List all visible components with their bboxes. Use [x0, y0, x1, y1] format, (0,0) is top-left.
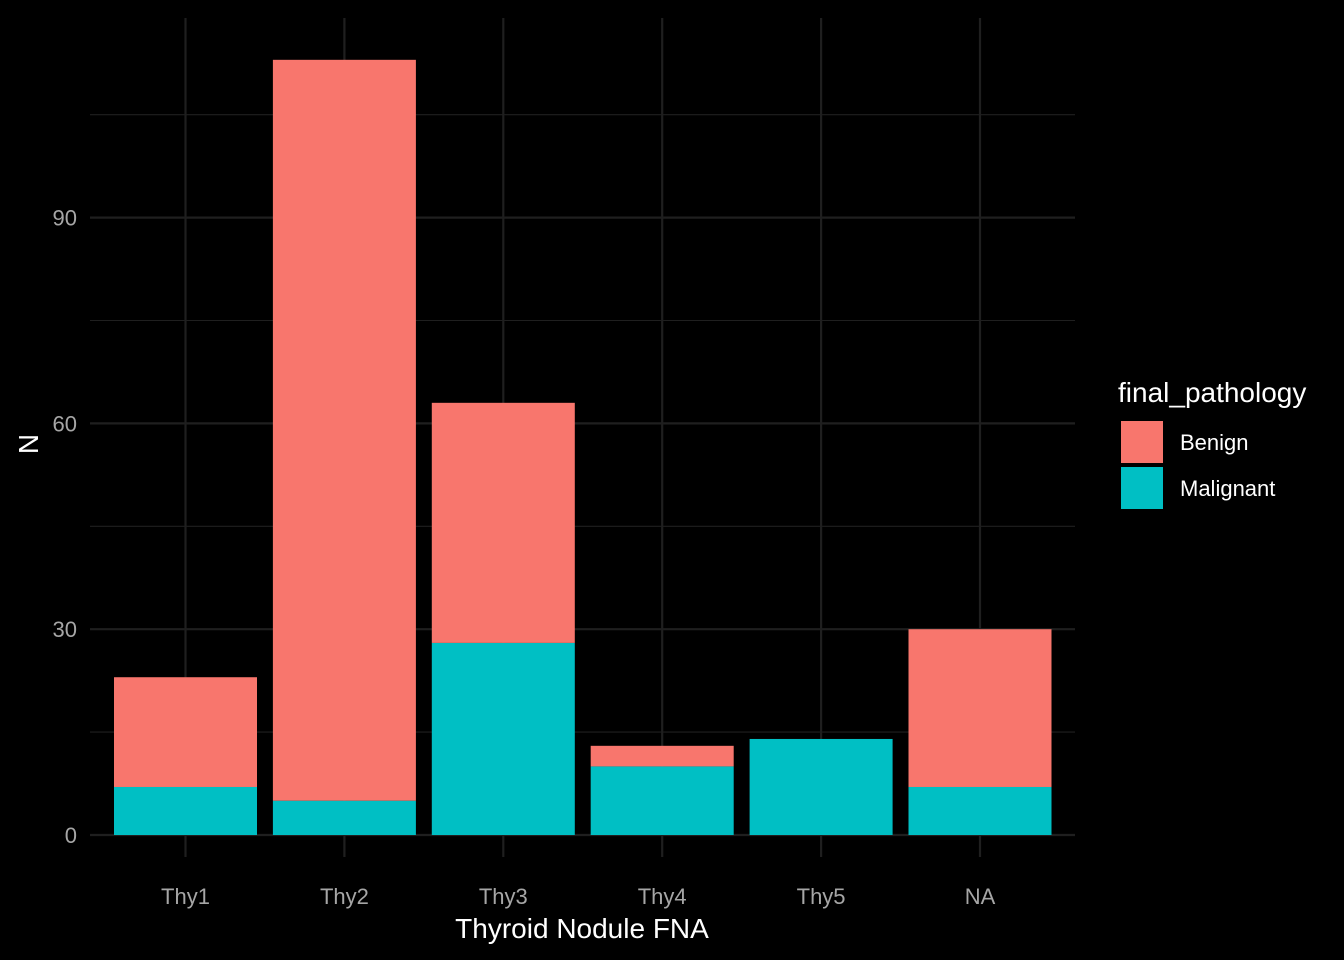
- x-tick-label: Thy1: [161, 884, 210, 909]
- y-tick-label: 0: [65, 823, 77, 848]
- bar-malignant-thy5: [749, 738, 893, 835]
- bar-malignant-thy3: [431, 642, 575, 835]
- y-axis-title: N: [13, 434, 44, 454]
- x-tick-label: Thy2: [320, 884, 369, 909]
- y-tick-label: 90: [53, 206, 77, 231]
- x-tick-label: NA: [965, 884, 996, 909]
- legend-key-malignant: [1121, 467, 1163, 509]
- bar-malignant-thy2: [272, 800, 416, 835]
- x-axis-tick-labels: Thy1 Thy2 Thy3 Thy4 Thy5 NA: [161, 884, 996, 909]
- x-tick-label: Thy4: [638, 884, 687, 909]
- x-axis-title: Thyroid Nodule FNA: [455, 913, 709, 944]
- x-tick-label: Thy3: [479, 884, 528, 909]
- bar-benign-thy3: [431, 402, 575, 643]
- bar-benign-thy2: [272, 59, 416, 801]
- bars: [114, 59, 1052, 835]
- bar-benign-thy4: [590, 745, 734, 767]
- y-tick-label: 30: [53, 617, 77, 642]
- bar-benign-na: [908, 629, 1052, 787]
- legend: final_pathology Benign Malignant: [1118, 377, 1306, 509]
- bar-malignant-thy1: [114, 786, 257, 835]
- legend-items: Benign Malignant: [1121, 421, 1275, 509]
- bar-malignant-na: [908, 786, 1052, 835]
- y-axis-tick-labels: 0 30 60 90: [53, 206, 77, 848]
- y-tick-label: 60: [53, 411, 77, 436]
- legend-label-benign: Benign: [1180, 430, 1249, 455]
- x-tick-label: Thy5: [797, 884, 846, 909]
- legend-label-malignant: Malignant: [1180, 476, 1275, 501]
- bar-benign-thy1: [114, 677, 257, 787]
- bar-malignant-thy4: [590, 766, 734, 835]
- legend-key-benign: [1121, 421, 1163, 463]
- legend-title: final_pathology: [1118, 377, 1306, 408]
